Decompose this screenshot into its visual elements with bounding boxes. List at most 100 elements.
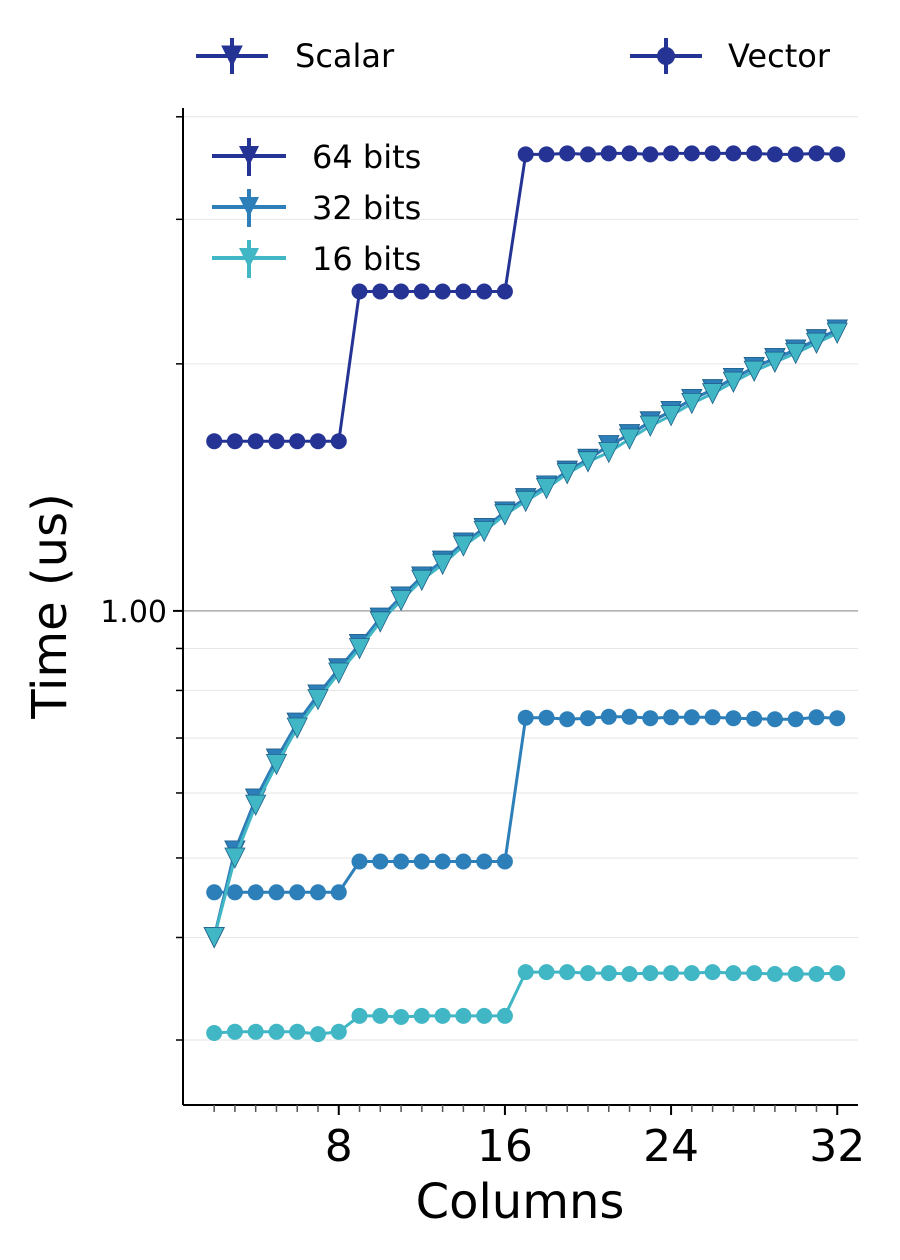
data-point-scalar-16-bits <box>411 569 433 592</box>
data-point-vector-16-bits <box>580 965 596 982</box>
data-point-scalar-16-bits <box>681 392 703 415</box>
x-tick-label: 8 <box>325 1121 353 1172</box>
data-point-vector-64-bits <box>393 283 410 300</box>
data-point-vector-64-bits <box>580 146 596 163</box>
data-point-scalar-16-bits <box>785 342 807 365</box>
axes-layer <box>182 108 858 1106</box>
data-point-scalar-16-bits <box>805 332 828 354</box>
data-point-vector-32-bits <box>746 710 763 727</box>
legend-32-marker-triangle-down-icon <box>239 197 259 217</box>
data-point-vector-64-bits <box>746 145 763 162</box>
data-point-vector-64-bits <box>517 146 534 163</box>
data-point-vector-64-bits <box>247 433 264 450</box>
data-point-scalar-16-bits <box>556 463 578 485</box>
data-point-scalar-16-bits <box>494 504 516 526</box>
data-point-scalar-16-bits <box>598 441 620 464</box>
data-point-vector-16-bits <box>226 1023 243 1040</box>
data-point-vector-16-bits <box>310 1026 326 1043</box>
legend-16-label: 16 bits <box>312 240 421 278</box>
x-tick-label: 16 <box>477 1121 533 1172</box>
data-point-vector-32-bits <box>206 884 223 901</box>
data-point-vector-16-bits <box>434 1007 451 1024</box>
data-point-scalar-16-bits <box>224 847 246 869</box>
series-scalar-32-bits <box>203 319 848 949</box>
data-point-vector-16-bits <box>351 1007 368 1024</box>
data-point-vector-64-bits <box>766 146 783 163</box>
data-point-vector-16-bits <box>538 964 555 981</box>
data-point-vector-32-bits <box>434 853 451 870</box>
legend-16-marker-triangle-down-icon <box>239 248 259 268</box>
data-point-vector-16-bits <box>496 1007 513 1024</box>
data-point-vector-16-bits <box>455 1007 472 1024</box>
data-point-vector-64-bits <box>725 145 742 162</box>
data-point-vector-32-bits <box>496 853 513 870</box>
data-point-vector-16-bits <box>746 965 763 982</box>
data-point-vector-16-bits <box>517 964 534 981</box>
legend-scalar-label: Scalar <box>295 37 395 75</box>
data-point-vector-64-bits <box>683 145 700 162</box>
data-point-vector-32-bits <box>621 708 638 725</box>
legend-scalar-marker-triangle-down-icon <box>221 45 243 68</box>
data-point-scalar-16-bits <box>639 415 661 437</box>
data-point-vector-16-bits <box>289 1023 306 1040</box>
data-point-vector-16-bits <box>663 965 680 982</box>
data-point-vector-64-bits <box>372 283 389 300</box>
data-point-vector-32-bits <box>351 853 368 870</box>
data-point-scalar-16-bits <box>701 383 724 405</box>
data-point-scalar-16-bits <box>722 371 745 393</box>
data-point-vector-32-bits <box>642 710 659 727</box>
series-line-vector-16-bits <box>214 970 838 1036</box>
data-point-scalar-16-bits <box>618 428 641 450</box>
series-line-scalar-64-bits <box>212 328 838 938</box>
data-point-vector-16-bits <box>330 1023 347 1040</box>
legend-32-label: 32 bits <box>312 189 421 227</box>
width-legend: 64 bits 32 bits 16 bits <box>212 138 421 278</box>
data-point-vector-32-bits <box>268 884 285 901</box>
x-axis-label: Columns <box>416 1174 625 1230</box>
legend-entry-16-bits: 16 bits <box>212 240 421 278</box>
data-point-vector-64-bits <box>455 283 472 300</box>
data-point-vector-32-bits <box>766 711 783 728</box>
data-point-scalar-16-bits <box>577 451 599 473</box>
y-tick-label: 1.00 <box>100 595 167 630</box>
data-point-scalar-16-bits <box>307 689 329 711</box>
data-point-vector-64-bits <box>351 283 368 300</box>
data-point-vector-32-bits <box>829 710 846 727</box>
data-point-scalar-16-bits <box>826 322 848 344</box>
data-point-vector-64-bits <box>434 283 451 300</box>
data-point-vector-32-bits <box>704 709 721 726</box>
data-point-vector-32-bits <box>289 884 306 901</box>
data-point-vector-32-bits <box>580 710 596 727</box>
series-line-scalar-16-bits <box>212 331 838 938</box>
data-point-vector-64-bits <box>476 283 493 300</box>
series-line-scalar-32-bits <box>212 328 838 938</box>
data-point-scalar-16-bits <box>764 351 786 373</box>
legend-entry-32-bits: 32 bits <box>212 189 421 227</box>
data-point-vector-32-bits <box>310 884 326 901</box>
y-axis-label: Time (us) <box>22 493 78 720</box>
data-point-vector-32-bits <box>787 711 804 728</box>
data-point-vector-32-bits <box>725 710 742 727</box>
data-point-vector-32-bits <box>663 709 680 726</box>
data-point-scalar-16-bits <box>328 662 350 684</box>
data-point-vector-32-bits <box>600 708 617 725</box>
data-point-vector-64-bits <box>829 146 846 163</box>
data-point-vector-32-bits <box>538 709 555 726</box>
grid-layer <box>183 116 858 1041</box>
data-point-vector-16-bits <box>621 966 638 982</box>
data-point-vector-64-bits <box>310 433 326 450</box>
legend-vector-marker-circle-icon <box>657 47 675 65</box>
data-point-vector-32-bits <box>517 709 534 726</box>
data-point-vector-64-bits <box>621 145 638 162</box>
data-point-vector-16-bits <box>372 1007 389 1024</box>
data-point-vector-64-bits <box>704 145 721 162</box>
series-scalar-16-bits <box>203 322 848 949</box>
data-point-vector-16-bits <box>559 964 576 981</box>
data-point-vector-16-bits <box>808 966 825 982</box>
data-point-vector-64-bits <box>226 433 243 450</box>
data-point-vector-16-bits <box>600 965 617 982</box>
data-point-scalar-16-bits <box>245 794 267 816</box>
data-point-vector-16-bits <box>829 965 846 982</box>
data-point-vector-16-bits <box>725 965 742 982</box>
data-point-vector-16-bits <box>476 1007 493 1024</box>
